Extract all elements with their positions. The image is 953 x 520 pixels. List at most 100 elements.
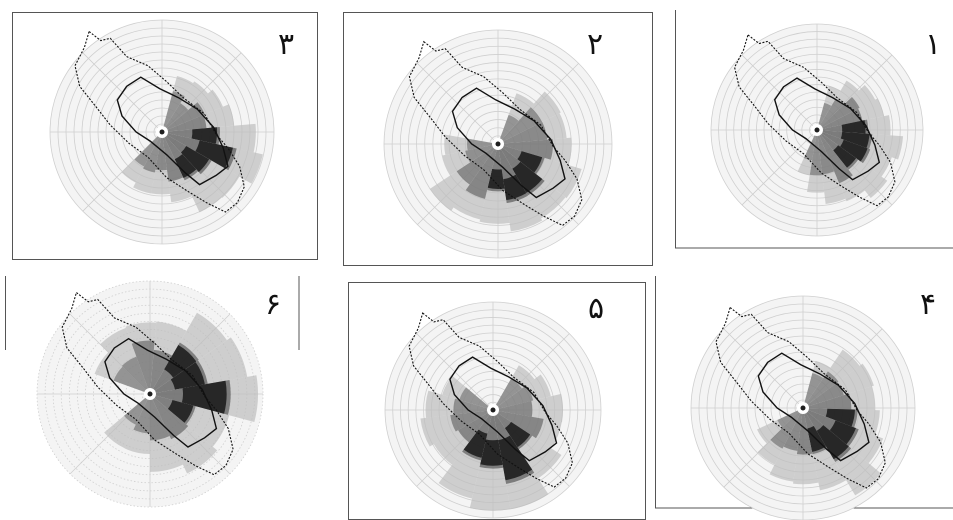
- sector-dark: [487, 168, 505, 189]
- centre-dot: [490, 407, 496, 413]
- sector-mid: [465, 144, 498, 163]
- sector-mid: [143, 132, 162, 173]
- sector-mid: [124, 394, 150, 425]
- sector-dark: [498, 435, 533, 481]
- sector-mid: [498, 107, 543, 144]
- panel-label-3: ۳: [278, 27, 295, 62]
- centre-dot: [147, 391, 153, 397]
- radial-map-1: [675, 10, 953, 249]
- radial-map-4: [655, 276, 953, 520]
- panel-4: ۴: [655, 276, 953, 520]
- panel-frame: [12, 12, 318, 260]
- panel-label-5: ۵: [588, 291, 605, 326]
- sector-mid: [459, 387, 493, 410]
- inner-boundary: [757, 352, 870, 462]
- sector-mid: [817, 108, 863, 130]
- panel-label-2: ۲: [587, 27, 604, 62]
- sector-mid: [783, 408, 803, 451]
- radial-map-6: [5, 276, 300, 508]
- panel-1: ۱: [675, 10, 953, 260]
- centre-dot: [814, 127, 820, 133]
- sector-dark: [517, 151, 543, 173]
- sector-dark: [167, 400, 194, 423]
- sector-mid: [803, 382, 844, 408]
- sector-mid: [803, 393, 852, 410]
- sector-mid: [150, 394, 170, 441]
- panel-6: ۶: [5, 276, 300, 520]
- panel-frame: [343, 12, 653, 266]
- inner-boundary: [104, 337, 218, 448]
- sector-dark: [181, 380, 227, 414]
- sector-mid: [150, 349, 173, 394]
- panel-frame: [5, 276, 300, 350]
- outer-boundary: [734, 33, 896, 207]
- sector-mid: [467, 138, 498, 151]
- sector-dark: [180, 145, 210, 173]
- outer-boundary: [715, 306, 886, 489]
- sector-mid: [770, 408, 803, 449]
- sector-dark: [503, 174, 527, 201]
- sector-dark: [816, 425, 849, 460]
- sector-mid: [134, 132, 162, 167]
- sector-mid: [817, 130, 835, 175]
- outer-boundary: [61, 291, 234, 476]
- sector-mid: [162, 102, 205, 132]
- inner-boundary: [449, 356, 558, 462]
- radial-map-2: [343, 12, 653, 266]
- sector-mid: [162, 132, 184, 182]
- sector-mid: [817, 102, 832, 130]
- panel-5: ۵: [348, 282, 646, 520]
- sector-mid: [817, 98, 844, 130]
- sector-mid: [450, 410, 493, 432]
- sector-mid: [796, 408, 813, 455]
- sector-dark: [191, 127, 218, 144]
- panel-frame: [675, 10, 953, 249]
- sector-mid: [131, 340, 155, 394]
- sector-dark: [480, 439, 503, 466]
- sector-dark: [829, 420, 856, 445]
- panel-2: ۲: [343, 12, 653, 266]
- sector-mid: [458, 410, 493, 443]
- sector-mid: [133, 394, 150, 434]
- sector-dark: [840, 131, 870, 149]
- outer-boundary: [408, 40, 583, 227]
- sector-mid: [113, 366, 150, 394]
- sector-mid: [162, 103, 189, 132]
- outer-boundary: [74, 30, 245, 213]
- sector-dark: [840, 139, 868, 162]
- sector-mid: [121, 356, 150, 394]
- inner-boundary: [451, 87, 566, 199]
- sector-mid: [493, 410, 544, 439]
- panel-label-6: ۶: [265, 287, 282, 322]
- inner-boundary: [116, 76, 229, 186]
- radial-map-5: [348, 282, 646, 520]
- radial-map-3: [12, 12, 318, 260]
- centre-dot: [800, 405, 806, 411]
- sector-mid: [817, 97, 860, 130]
- sector-dark: [164, 345, 197, 378]
- outer-boundary: [408, 312, 573, 488]
- panel-3: ۳: [12, 12, 318, 260]
- sector-mid: [493, 400, 533, 417]
- sector-dark: [174, 154, 197, 178]
- sector-dark: [825, 408, 855, 427]
- centre-dot: [159, 129, 165, 135]
- sector-mid: [162, 114, 207, 132]
- sector-dark: [841, 120, 866, 134]
- sector-mid: [803, 130, 817, 161]
- sector-mid: [493, 378, 522, 410]
- centre-dot: [495, 141, 501, 147]
- sector-mid: [498, 139, 553, 160]
- panel-label-1: ۱: [925, 27, 942, 62]
- inner-boundary: [773, 77, 881, 181]
- sector-dark: [512, 161, 543, 193]
- sector-dark: [504, 421, 531, 448]
- sector-mid: [150, 394, 189, 440]
- sector-mid: [465, 144, 498, 199]
- sector-mid: [162, 91, 185, 132]
- sector-mid: [498, 114, 519, 144]
- sector-dark: [833, 145, 857, 168]
- panel-label-4: ۴: [920, 287, 937, 322]
- sector-mid: [777, 408, 803, 428]
- sector-mid: [498, 121, 548, 144]
